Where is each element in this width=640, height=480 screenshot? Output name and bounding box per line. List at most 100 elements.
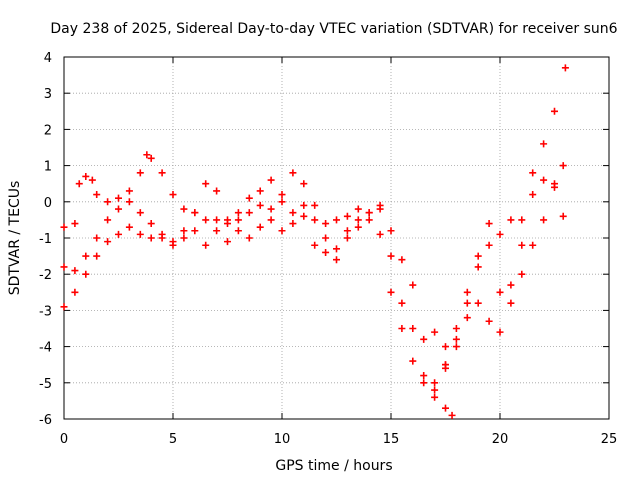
- data-point-track-a: [104, 238, 112, 246]
- data-point-track-c: [300, 180, 308, 188]
- y-tick-label: 1: [44, 160, 52, 175]
- data-point-track-b: [289, 169, 297, 177]
- data-point-track-b: [93, 234, 101, 242]
- data-point-track-d: [551, 107, 558, 115]
- data-point-track-c: [376, 205, 384, 213]
- data-point-track-c: [267, 176, 275, 184]
- data-point-track-c: [202, 216, 210, 224]
- data-point-track-b: [169, 241, 177, 249]
- data-point-track-f: [485, 317, 493, 325]
- data-point-track-a: [71, 288, 79, 296]
- data-point-track-d: [561, 64, 569, 72]
- data-point-track-a: [289, 220, 297, 228]
- data-point-track-c: [234, 209, 242, 217]
- x-tick-label: 10: [274, 432, 291, 447]
- data-point-track-b: [224, 216, 231, 224]
- data-point-track-d: [507, 216, 515, 224]
- data-point-track-e: [507, 299, 515, 307]
- data-point-track-c: [180, 205, 188, 213]
- data-point-track-a: [365, 216, 373, 224]
- data-point-track-a: [333, 245, 340, 253]
- x-tick-label: 5: [169, 432, 177, 447]
- data-point-track-a: [93, 252, 101, 260]
- data-point-track-a: [278, 227, 286, 235]
- y-tick-label: 3: [44, 87, 52, 102]
- data-point-track-a: [322, 248, 330, 256]
- data-point-track-e: [463, 299, 471, 307]
- data-point-track-d: [431, 386, 439, 394]
- data-point-track-d: [518, 216, 526, 224]
- data-point-track-b: [213, 187, 221, 195]
- data-point-track-c: [398, 299, 406, 307]
- data-point-track-e: [518, 270, 526, 278]
- data-point-track-c: [224, 238, 231, 246]
- data-point-track-c: [125, 187, 133, 195]
- data-point-track-d: [474, 263, 482, 271]
- data-point-track-e: [431, 379, 439, 387]
- data-point-track-b: [409, 281, 417, 289]
- data-point-track-c: [104, 198, 112, 206]
- data-point-track-b: [82, 252, 90, 260]
- data-point-track-d: [540, 140, 548, 148]
- data-point-track-c: [354, 205, 362, 213]
- data-point-track-b: [115, 205, 122, 213]
- data-point-track-c: [143, 151, 151, 159]
- data-point-track-a: [136, 230, 144, 238]
- data-point-track-c: [82, 172, 90, 180]
- data-point-track-c: [343, 212, 351, 220]
- data-point-track-d: [452, 325, 460, 332]
- data-point-track-b: [278, 191, 286, 199]
- data-point-track-c: [409, 325, 417, 332]
- y-tick-label: -5: [39, 377, 52, 392]
- data-point-track-b: [354, 216, 362, 224]
- data-point-track-c: [93, 191, 101, 199]
- data-point-track-f: [551, 183, 558, 191]
- data-point-track-e: [452, 335, 460, 343]
- data-point-track-c: [115, 194, 122, 202]
- data-point-track-a: [256, 201, 264, 209]
- data-point-track-f: [463, 314, 471, 322]
- data-point-track-b: [202, 180, 210, 188]
- data-point-track-f: [518, 241, 526, 249]
- data-point-track-a: [431, 393, 439, 401]
- x-tick-label: 25: [601, 432, 618, 447]
- data-point-track-a: [387, 288, 395, 296]
- data-point-track-c: [431, 328, 439, 336]
- y-tick-label: 0: [44, 196, 52, 211]
- data-point-track-c: [158, 169, 166, 177]
- data-point-track-d: [420, 372, 428, 380]
- data-point-track-c: [278, 198, 286, 206]
- data-point-track-a: [311, 241, 319, 249]
- data-point-track-b: [387, 227, 395, 235]
- data-point-track-a: [442, 404, 449, 412]
- data-point-track-a: [420, 379, 428, 387]
- chart-title: Day 238 of 2025, Sidereal Day-to-day VTE…: [50, 21, 617, 37]
- y-tick-label: 2: [44, 123, 52, 138]
- data-point-track-a: [300, 212, 308, 220]
- data-point-track-e: [559, 162, 567, 170]
- data-point-track-b: [136, 209, 144, 217]
- data-point-track-c: [71, 220, 79, 228]
- y-tick-label: -1: [39, 232, 52, 247]
- data-point-track-f: [442, 364, 449, 372]
- data-point-track-a: [213, 216, 221, 224]
- data-point-track-e: [540, 216, 548, 224]
- y-tick-label: -4: [39, 341, 52, 356]
- data-point-track-c: [256, 187, 264, 195]
- y-tick-label: 4: [44, 51, 52, 66]
- data-point-track-c: [442, 343, 449, 351]
- data-point-track-c: [191, 209, 199, 217]
- data-point-track-c: [387, 252, 395, 260]
- y-axis-label: SDTVAR / TECUs: [7, 181, 23, 296]
- data-point-track-b: [71, 267, 79, 275]
- data-point-track-c: [213, 227, 221, 235]
- data-point-track-c: [322, 220, 330, 228]
- data-point-track-c: [245, 194, 253, 202]
- data-point-track-b: [60, 263, 68, 271]
- data-point-track-b: [125, 198, 133, 206]
- data-point-track-a: [125, 223, 133, 231]
- data-point-track-c: [365, 209, 373, 217]
- data-point-track-a: [82, 270, 90, 278]
- data-point-track-b: [398, 256, 406, 264]
